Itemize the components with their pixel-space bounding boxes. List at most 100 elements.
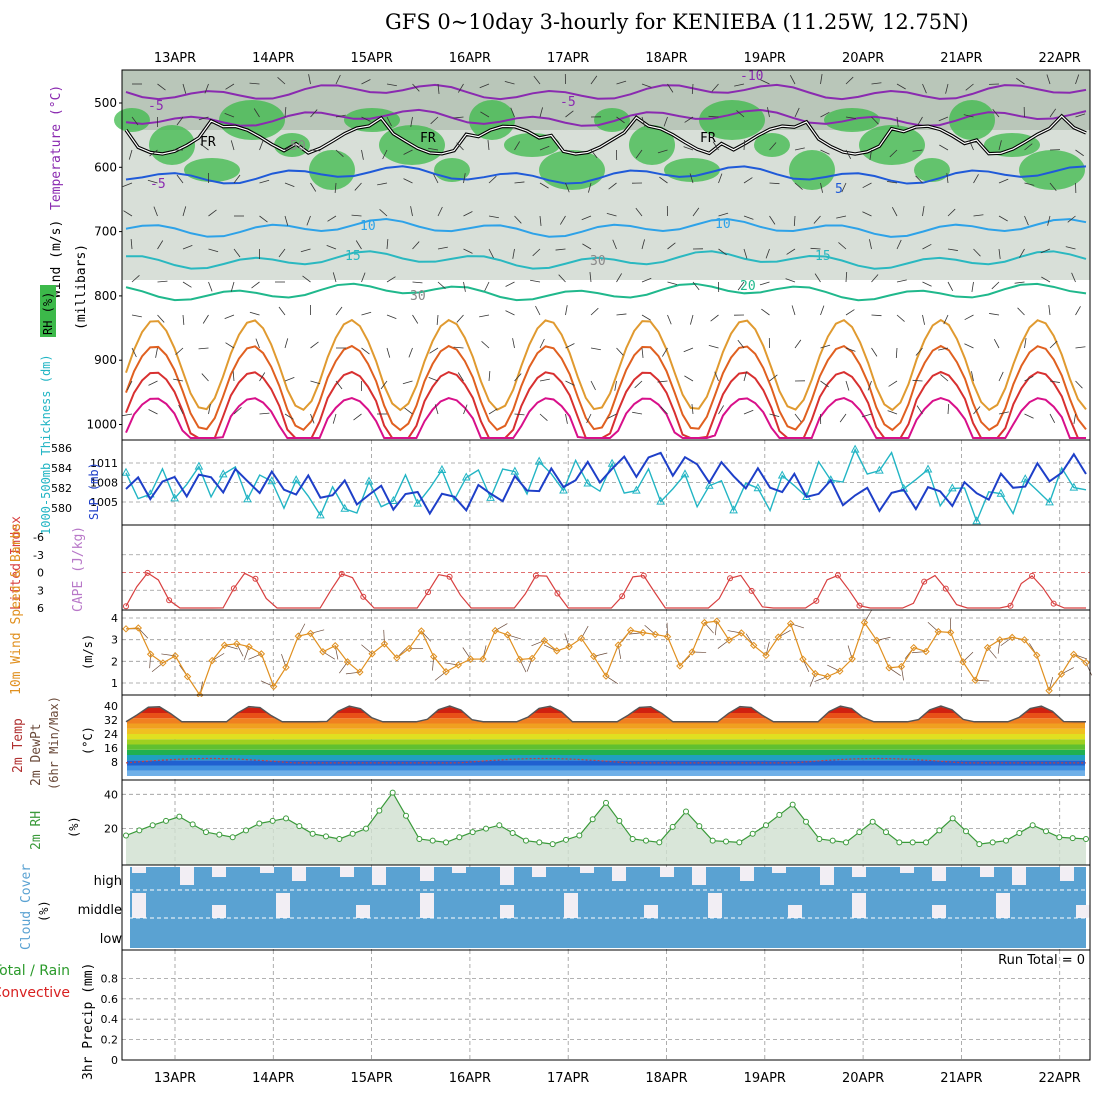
wind-speed-marker xyxy=(393,654,401,662)
wind-barb xyxy=(947,403,950,415)
rh-marker xyxy=(563,836,569,843)
wind-speed-marker xyxy=(294,632,303,640)
wind-speed-marker xyxy=(553,647,561,655)
wind-barb xyxy=(891,206,898,217)
rh-marker xyxy=(323,833,329,840)
wind-speed-marker xyxy=(614,641,623,649)
temp-color-band xyxy=(127,739,1085,745)
wind-barb xyxy=(335,74,341,85)
contour-label: 15 xyxy=(345,249,361,264)
wind-barb xyxy=(201,373,209,382)
thickness-marker xyxy=(753,483,763,492)
wind-barb xyxy=(182,281,192,288)
wind-barb xyxy=(249,82,260,85)
rh-marker xyxy=(483,825,489,832)
rh-green-patch xyxy=(219,100,285,140)
cloud-gap-middle xyxy=(708,893,722,918)
wind-speed-marker xyxy=(233,640,241,648)
cloud-gap-high xyxy=(340,867,354,877)
wind-speed-marker xyxy=(356,668,364,676)
wind-barb xyxy=(710,314,719,322)
wind-barb xyxy=(759,281,770,286)
thickness-marker xyxy=(218,469,228,478)
wind-barb xyxy=(377,182,388,186)
wind-barb xyxy=(659,176,668,184)
cloud-gap-middle xyxy=(1076,905,1090,918)
wind-barb xyxy=(131,347,137,358)
wind-barb xyxy=(871,347,878,357)
wind-barb xyxy=(820,182,823,193)
wind-speed-marker xyxy=(146,650,155,658)
wind-speed-marker xyxy=(626,626,635,635)
wind-barb xyxy=(484,281,490,292)
wind-barb xyxy=(888,380,898,387)
wind-barb xyxy=(1047,215,1051,226)
wind-speed-marker xyxy=(257,650,266,658)
rh-marker xyxy=(1083,835,1089,842)
wind-speed-marker xyxy=(516,655,524,664)
precip-tick-label: 0.2 xyxy=(101,1034,119,1047)
temp-color-band xyxy=(127,723,1085,729)
wind-barb xyxy=(820,149,830,155)
temp-color-band xyxy=(127,760,1085,766)
li-marker xyxy=(834,572,841,579)
li-marker xyxy=(338,570,345,577)
wind-barb xyxy=(453,116,464,119)
wind-barb xyxy=(1049,108,1057,118)
rh-marker xyxy=(189,821,196,828)
rh-marker xyxy=(243,827,249,834)
rh-green-patch xyxy=(594,108,630,132)
wind-speed-marker xyxy=(269,682,278,691)
li-marker xyxy=(727,575,734,582)
rh-marker xyxy=(336,835,343,842)
wind-barb xyxy=(657,149,668,154)
wind-barb xyxy=(488,408,498,415)
wind-barb xyxy=(326,245,337,250)
wind-barb xyxy=(429,347,439,354)
wind-barb xyxy=(361,149,364,160)
wind-barb xyxy=(335,380,343,390)
cloud-axis-label: Cloud Cover xyxy=(19,864,34,950)
wind-barb xyxy=(1024,413,1034,419)
wind-speed-marker xyxy=(491,626,499,635)
wind-barb xyxy=(608,182,617,190)
rh-marker xyxy=(509,829,516,836)
thickness-marker xyxy=(826,475,836,484)
rh-marker xyxy=(776,811,783,818)
wind-speed-marker xyxy=(848,655,856,663)
wind-barb xyxy=(361,311,372,316)
wind-barb xyxy=(743,248,748,259)
wind-barb xyxy=(149,149,158,157)
wind-barb xyxy=(714,371,719,382)
rh-green-patch xyxy=(114,108,150,132)
contour-label: 20 xyxy=(740,279,756,294)
wind-barb xyxy=(1075,149,1084,157)
wind-barb xyxy=(539,215,542,226)
rh-marker xyxy=(949,815,956,822)
wind-barb xyxy=(310,109,318,118)
wind-barb xyxy=(945,83,949,94)
temp-color-band xyxy=(127,755,1085,761)
wind-barb xyxy=(895,347,898,359)
wind-speed-line xyxy=(125,620,1087,697)
wind-barb xyxy=(769,142,777,151)
wind-barb xyxy=(488,215,499,219)
wind-barb xyxy=(973,406,981,415)
cloud-gap-high xyxy=(820,867,834,885)
thickness-marker xyxy=(729,505,738,514)
li-tick-label: -3 xyxy=(33,549,44,562)
wind-barb xyxy=(718,405,724,415)
rh-marker xyxy=(429,837,436,844)
wind-speed-marker xyxy=(429,652,438,661)
cloud-gap-high xyxy=(580,867,594,873)
wind-barb xyxy=(208,209,217,217)
wind-barb xyxy=(691,404,694,415)
wind-barb xyxy=(224,314,235,319)
wind-barb xyxy=(565,343,575,349)
rh-marker xyxy=(763,822,769,829)
warm-isotherm-line xyxy=(125,344,1087,432)
pressure-tick-label: 500 xyxy=(94,96,117,110)
wind-barb xyxy=(1049,413,1056,424)
wind-barb xyxy=(820,305,825,316)
wind-barb xyxy=(533,75,541,85)
